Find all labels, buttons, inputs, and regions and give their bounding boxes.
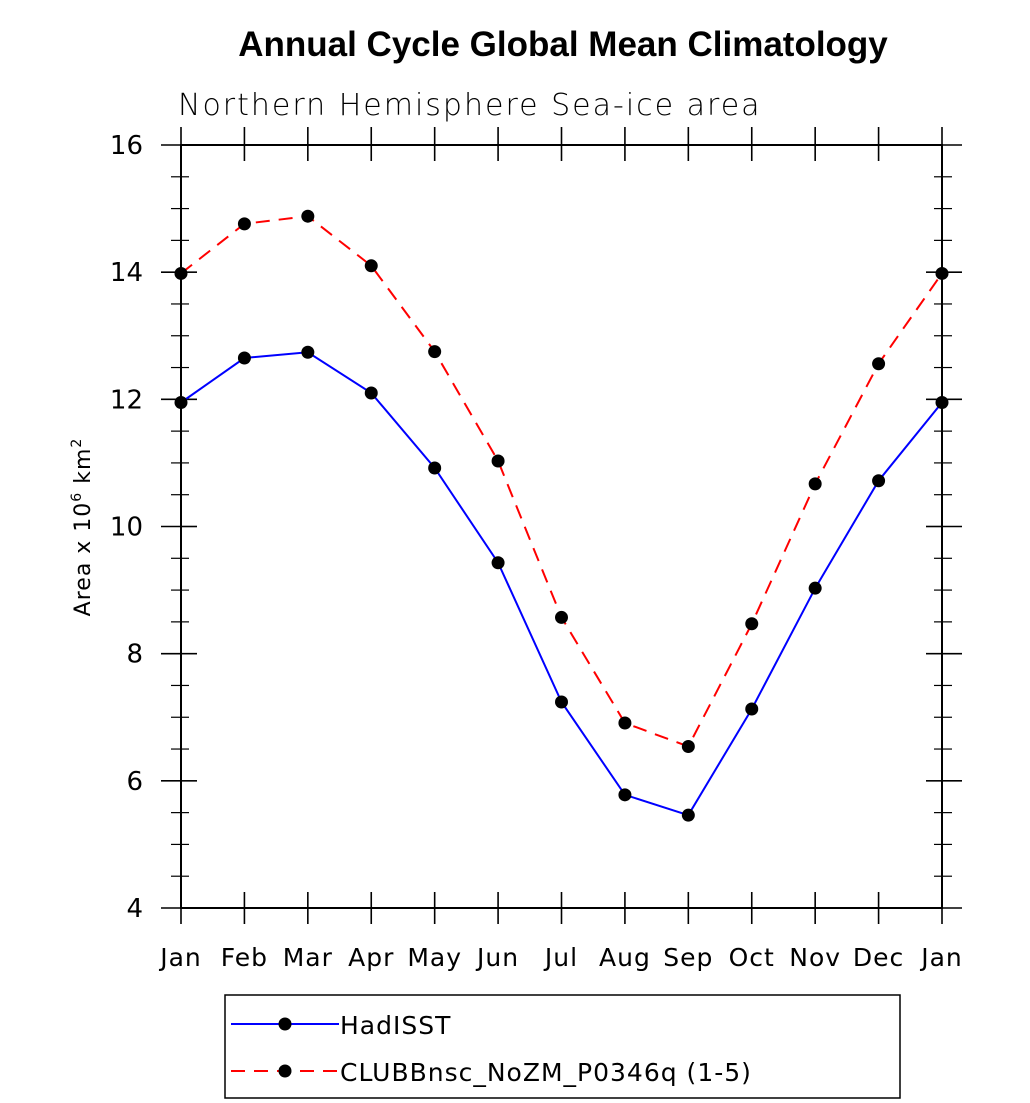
data-point: [745, 617, 759, 631]
x-tick-label: May: [407, 943, 462, 972]
data-point: [681, 808, 695, 822]
y-tick-label: 14: [110, 258, 143, 288]
x-tick-label: Jan: [158, 943, 202, 972]
data-point: [428, 345, 442, 359]
y-axis-label-exponent: 6: [69, 492, 85, 502]
data-point: [237, 351, 251, 365]
data-point: [428, 461, 442, 475]
x-tick-label: Dec: [853, 943, 904, 972]
data-point: [935, 266, 949, 280]
data-point: [555, 695, 568, 709]
y-tick-label: 6: [126, 767, 143, 797]
x-tick-label: Feb: [221, 943, 268, 972]
series-clubbnsc: [174, 209, 949, 753]
series-line: [180, 351, 943, 817]
legend-marker-clubb: [278, 1064, 292, 1078]
data-point: [872, 474, 886, 488]
data-point: [745, 702, 759, 716]
y-tick-label: 16: [110, 131, 143, 161]
x-tick-label: Oct: [729, 943, 775, 972]
plot-frame: [180, 144, 943, 909]
y-axis-label-main: Area x 10: [71, 502, 96, 617]
data-point: [237, 217, 251, 231]
y-tick-label: 12: [110, 385, 143, 415]
legend: HadISST CLUBBnsc_NoZM_P0346q (1-5): [224, 994, 901, 1099]
data-point: [174, 396, 188, 410]
chart-subtitle: Northern Hemisphere Sea-ice area: [178, 88, 762, 123]
series-group: [174, 209, 949, 822]
series-hadisst: [174, 345, 949, 822]
legend-box: [224, 994, 901, 1099]
y-tick-label: 8: [126, 640, 143, 670]
data-point: [618, 716, 632, 730]
x-tick-label: Nov: [789, 943, 841, 972]
data-point: [618, 788, 632, 802]
x-tick-label: Sep: [663, 943, 713, 972]
y-axis-ticks: 4 6 8 10 12 14 16: [110, 131, 962, 924]
data-point: [555, 610, 568, 624]
y-tick-label: 4: [126, 894, 143, 924]
legend-label-clubb: CLUBBnsc_NoZM_P0346q (1-5): [340, 1058, 752, 1087]
y-axis-label-space: [71, 484, 96, 492]
data-point: [491, 556, 505, 570]
legend-label-hadisst: HadISST: [340, 1011, 451, 1040]
data-point: [808, 581, 822, 595]
x-tick-label: Jul: [543, 943, 578, 972]
x-tick-label: Aug: [599, 943, 651, 972]
data-point: [808, 477, 822, 491]
legend-marker-hadisst: [278, 1017, 292, 1031]
x-tick-label: Mar: [283, 943, 333, 972]
chart-title: Annual Cycle Global Mean Climatology: [238, 25, 888, 64]
series-line: [180, 215, 943, 748]
data-point: [174, 266, 188, 280]
data-point: [364, 386, 378, 400]
y-tick-label: 10: [110, 513, 143, 543]
y-axis-label: Area x 106 km2: [69, 438, 96, 617]
data-point: [872, 357, 886, 371]
x-tick-label: Apr: [348, 943, 394, 972]
y-axis-label-unit-exponent: 2: [69, 438, 85, 448]
y-axis-label-unit: km: [71, 448, 96, 484]
data-point: [935, 396, 949, 410]
x-tick-label: Jan: [919, 943, 963, 972]
data-point: [681, 739, 695, 753]
x-tick-label: Jun: [475, 943, 519, 972]
data-point: [364, 259, 378, 273]
data-point: [301, 345, 315, 359]
x-axis-ticks: Jan Feb Mar Apr May Jun Jul Aug Sep Oct Nov Dec Jan: [158, 127, 963, 972]
data-point: [301, 209, 315, 223]
data-point: [491, 454, 505, 468]
